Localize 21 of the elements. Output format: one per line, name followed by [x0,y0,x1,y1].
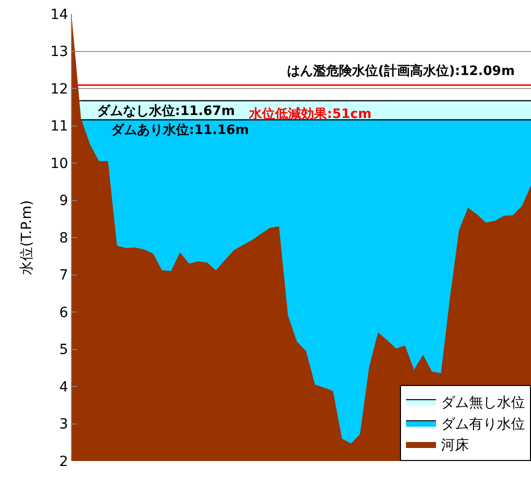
y-tick-label: 14 [50,6,68,23]
y-axis-title: 水位(T.P.m) [18,200,35,275]
y-tick-label: 3 [59,416,68,433]
y-tick-label: 12 [50,81,68,98]
y-tick-label: 2 [59,454,68,470]
legend-label: ダム有り水位 [441,416,525,432]
y-tick-label: 8 [59,230,68,246]
y-tick-label: 13 [50,44,68,60]
legend-label: 河床 [441,437,469,454]
band-label: 水位低減効果:51cm [248,106,372,122]
y-tick-label: 5 [59,342,68,358]
annotation: ダムあり水位:11.16m [111,123,249,138]
y-tick-label: 6 [59,304,68,321]
y-tick-label: 11 [50,118,68,135]
annotation: ダムなし水位:11.67m [97,104,235,119]
legend-label: ダム無し水位 [441,395,525,412]
y-tick-label: 9 [59,193,68,210]
y-tick-label: 7 [59,268,68,284]
ref-line-label: はん濫危険水位(計画高水位):12.09m [287,63,515,79]
y-tick-label: 10 [50,156,68,172]
y-tick-label: 4 [59,379,68,396]
